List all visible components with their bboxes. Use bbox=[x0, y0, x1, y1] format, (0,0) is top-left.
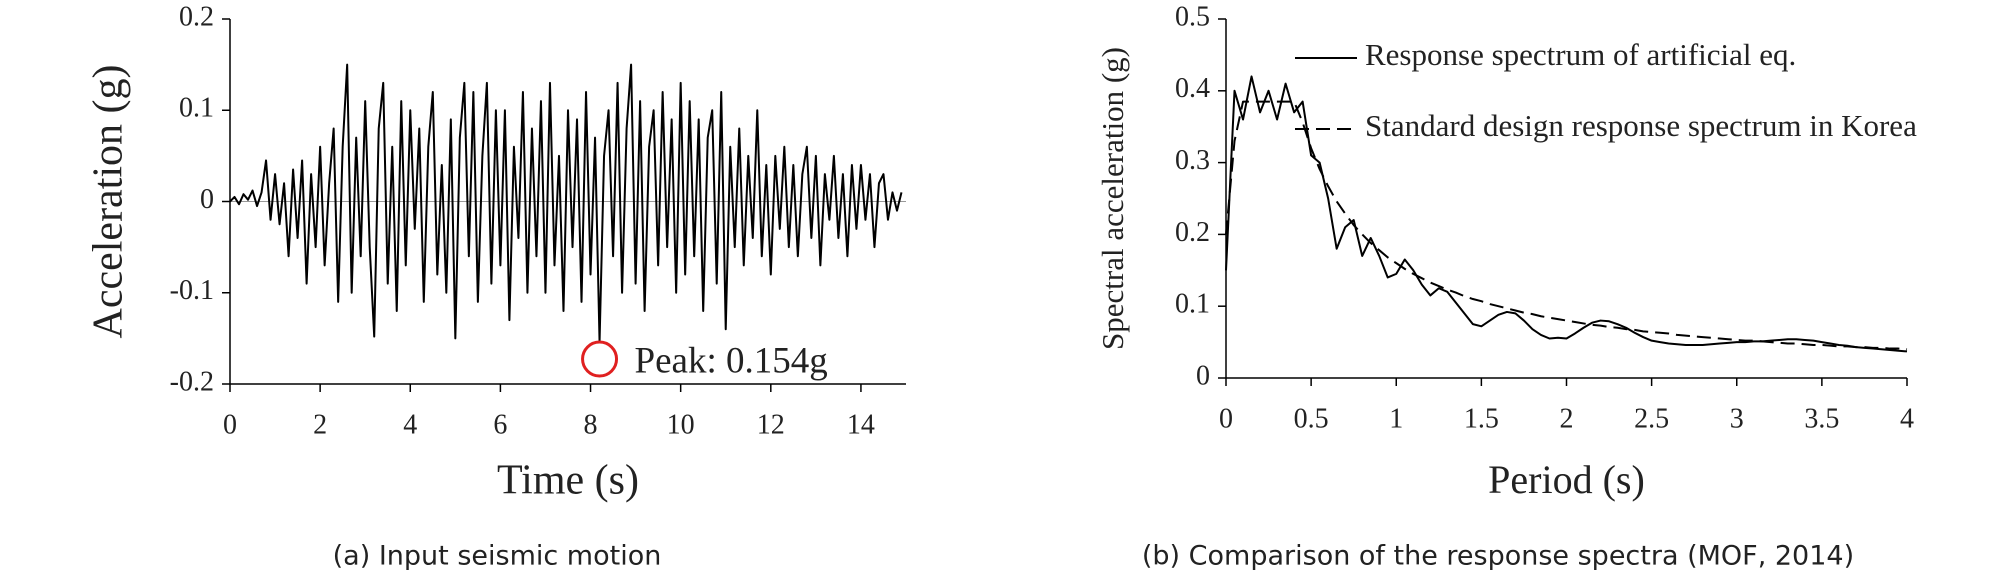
y-tick-label: 0.3 bbox=[1175, 145, 1210, 176]
y-axis-label: Acceleration (g) bbox=[86, 64, 132, 338]
y-tick-label: 0 bbox=[200, 184, 214, 215]
x-tick-label: 10 bbox=[667, 409, 695, 440]
x-tick-label: 4 bbox=[1900, 403, 1914, 434]
series-line bbox=[1225, 75, 1908, 353]
x-tick-label: 8 bbox=[584, 409, 598, 440]
x-tick-label: 0 bbox=[1219, 403, 1233, 434]
y-tick-label: -0.2 bbox=[170, 366, 214, 397]
x-tick-label: 6 bbox=[493, 409, 507, 440]
x-tick-label: 1 bbox=[1389, 403, 1403, 434]
x-tick-label: 2.5 bbox=[1634, 403, 1669, 434]
y-tick-label: 0.5 bbox=[1175, 1, 1210, 32]
caption: (a) Input seismic motion bbox=[333, 541, 662, 572]
y-tick-label: 0.4 bbox=[1175, 73, 1210, 104]
x-tick-label: 4 bbox=[403, 409, 417, 440]
y-tick-label: 0 bbox=[1196, 360, 1210, 391]
y-tick-label: 0.2 bbox=[1175, 217, 1210, 248]
y-axis-label: Spectral acceleration (g) bbox=[1095, 47, 1130, 350]
y-tick-label: 0.1 bbox=[1175, 289, 1210, 320]
caption: (b) Comparison of the response spectra (… bbox=[1142, 541, 1854, 572]
legend-label: Standard design response spectrum in Kor… bbox=[1365, 108, 1917, 143]
x-tick-label: 0.5 bbox=[1294, 403, 1329, 434]
x-axis-label: Period (s) bbox=[1488, 457, 1645, 502]
annotation-text: Peak: 0.154g bbox=[635, 341, 828, 382]
series-line bbox=[1225, 100, 1908, 351]
x-tick-label: 3.5 bbox=[1804, 403, 1839, 434]
x-tick-label: 14 bbox=[847, 409, 875, 440]
y-tick-label: 0.1 bbox=[179, 93, 214, 124]
x-tick-label: 3 bbox=[1730, 403, 1744, 434]
x-tick-label: 0 bbox=[223, 409, 237, 440]
x-tick-label: 1.5 bbox=[1464, 403, 1499, 434]
legend-label: Response spectrum of artificial eq. bbox=[1365, 37, 1796, 72]
x-tick-label: 2 bbox=[313, 409, 327, 440]
series-line bbox=[229, 63, 903, 344]
annotation-marker bbox=[581, 340, 619, 378]
x-tick-label: 2 bbox=[1560, 403, 1574, 434]
y-tick-label: 0.2 bbox=[179, 1, 214, 32]
y-tick-label: -0.1 bbox=[170, 275, 214, 306]
x-tick-label: 12 bbox=[757, 409, 785, 440]
x-axis-label: Time (s) bbox=[497, 458, 639, 504]
